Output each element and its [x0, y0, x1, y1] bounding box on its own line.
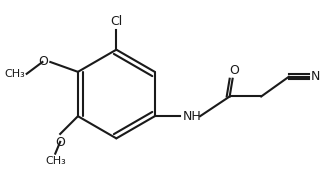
Text: O: O — [230, 64, 239, 77]
Text: CH₃: CH₃ — [4, 69, 25, 79]
Text: NH: NH — [182, 110, 201, 123]
Text: CH₃: CH₃ — [45, 156, 65, 166]
Text: O: O — [55, 136, 65, 149]
Text: Cl: Cl — [110, 15, 122, 28]
Text: O: O — [39, 56, 48, 69]
Text: N: N — [310, 70, 320, 83]
